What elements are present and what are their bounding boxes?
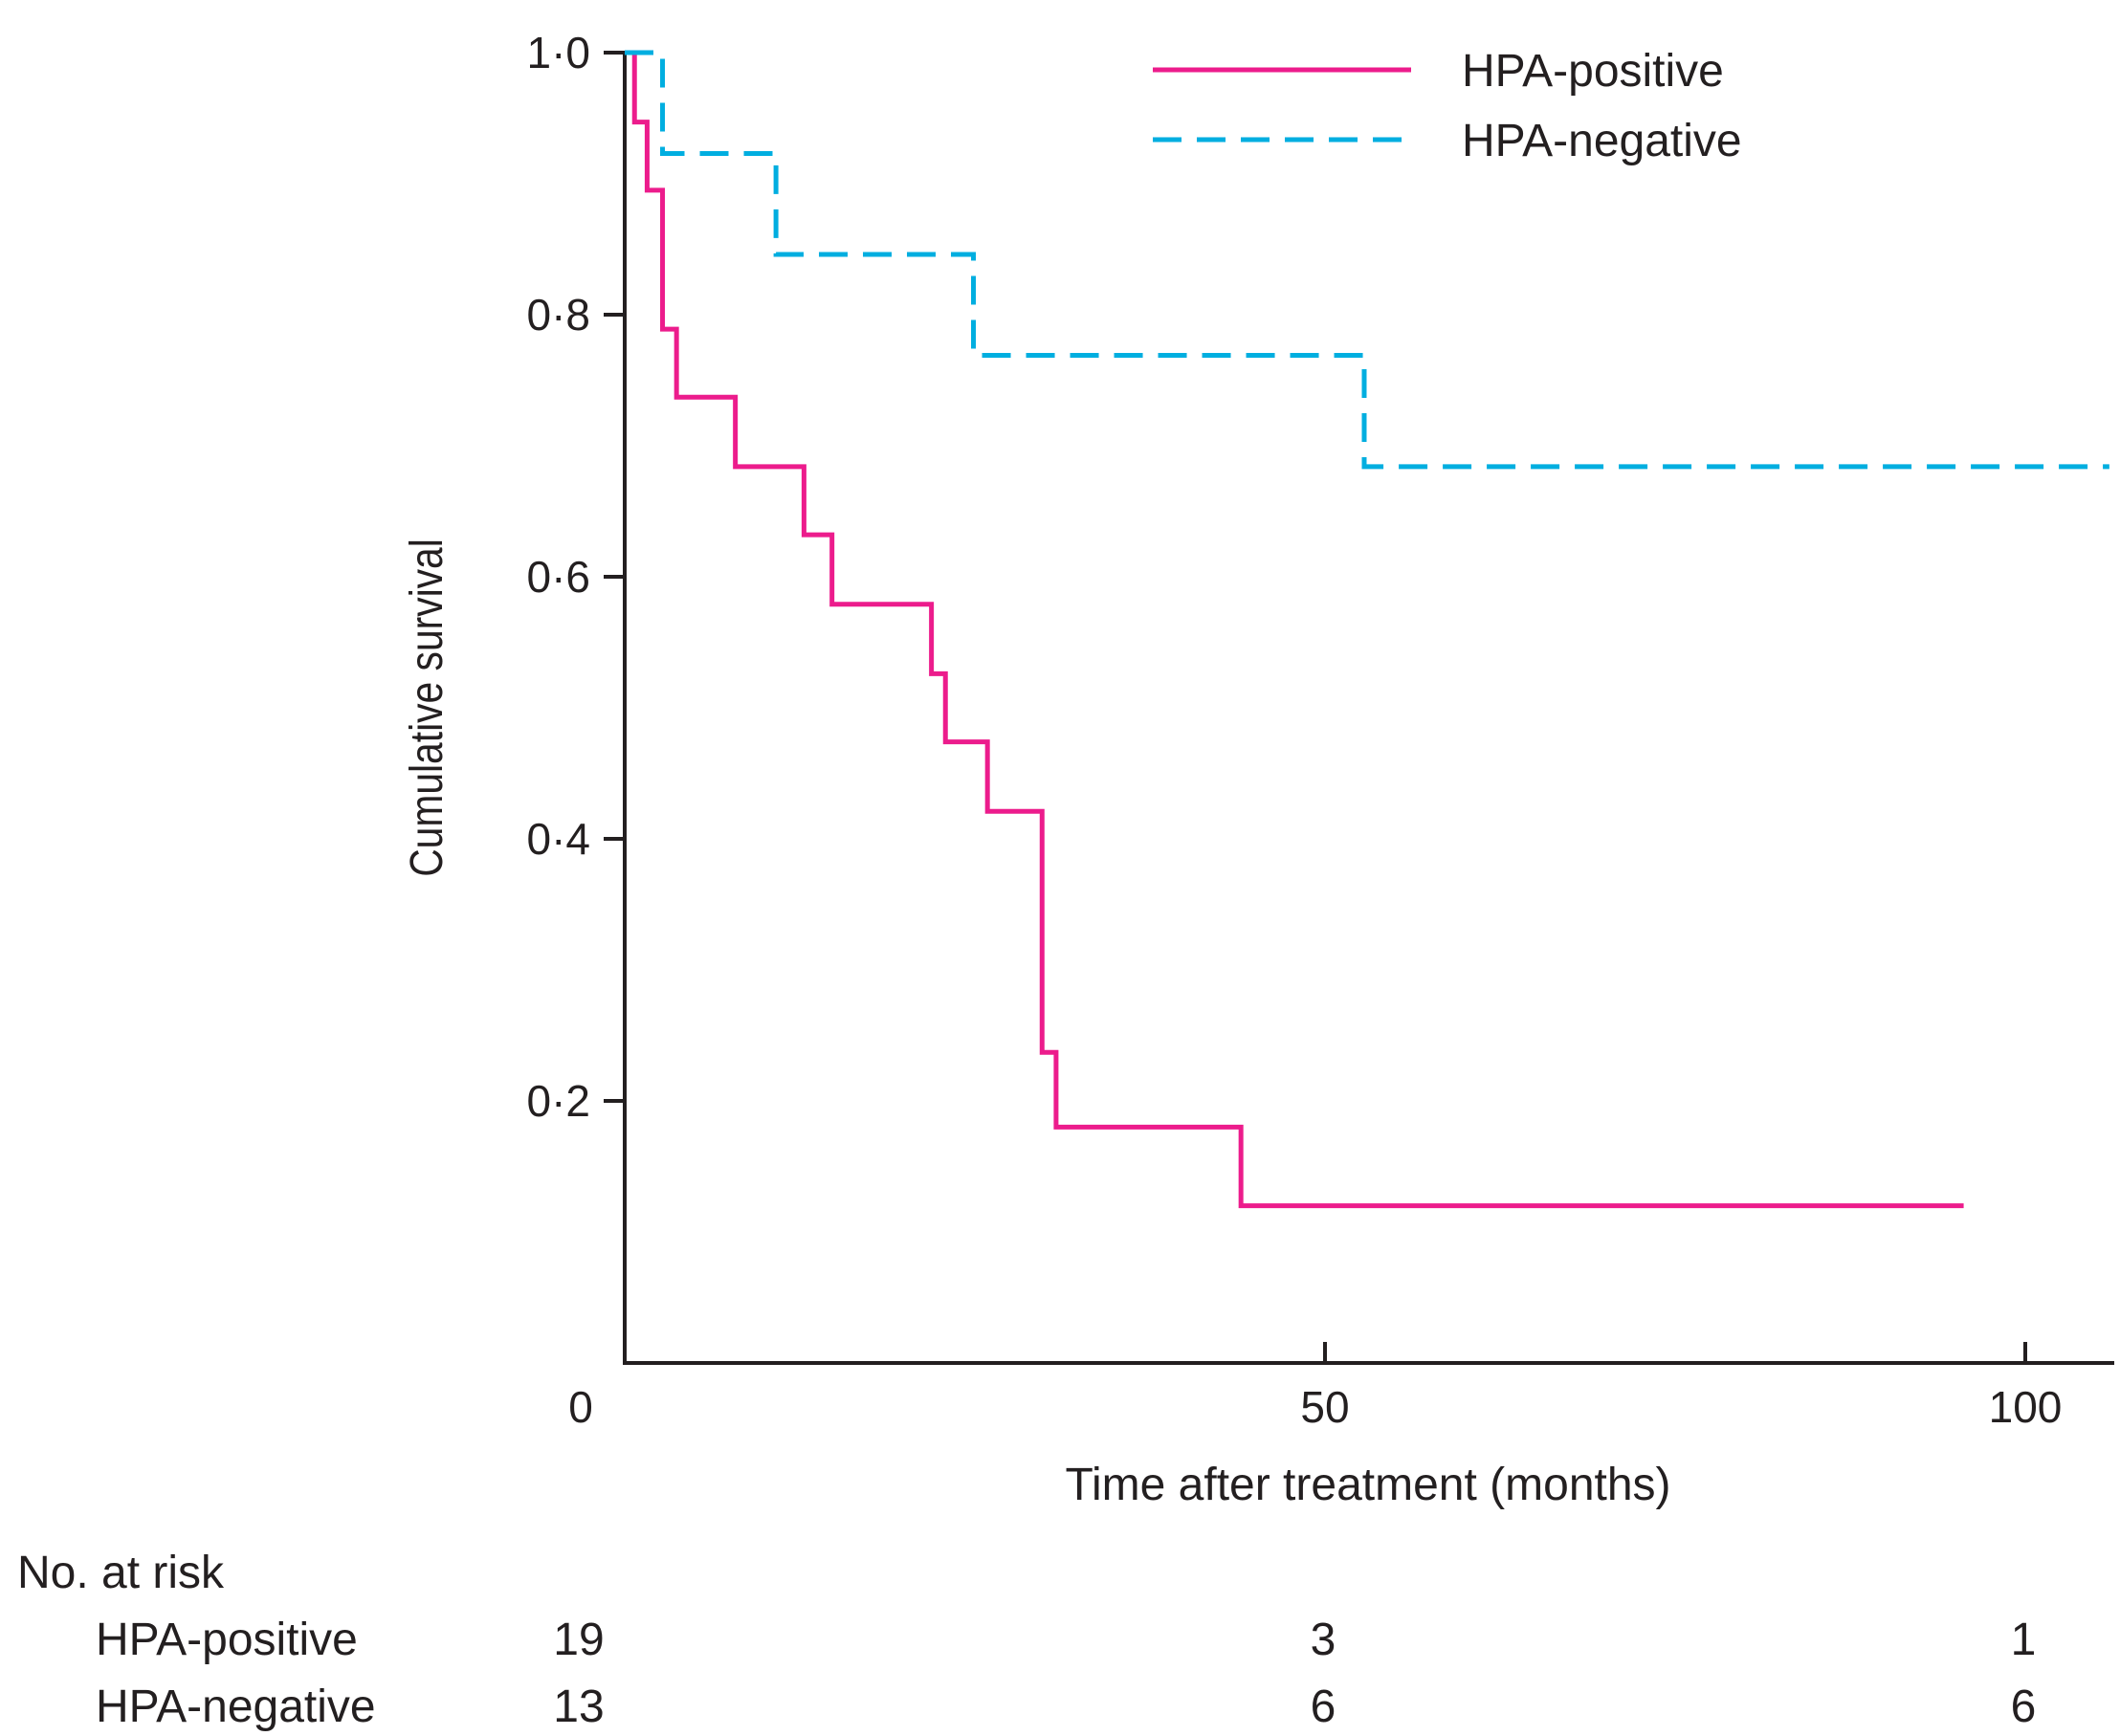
- risk-value-hpa-positive: 19: [553, 1615, 604, 1665]
- risk-table-title: No. at risk: [17, 1548, 225, 1598]
- risk-value-hpa-negative: 6: [2011, 1681, 2037, 1732]
- legend: HPA-positive HPA-negative: [1153, 46, 1742, 166]
- y-tick-label: 0·4: [527, 814, 590, 864]
- x-axis-title: Time after treatment (months): [1065, 1460, 1670, 1510]
- risk-row-label-hpa-positive: HPA-positive: [96, 1615, 358, 1665]
- y-axis-ticks: 0·2 0·4 0·6 0·8 1·0: [527, 28, 625, 1126]
- legend-label-hpa-negative: HPA-negative: [1462, 116, 1742, 166]
- y-tick-label: 0·8: [527, 290, 590, 340]
- x-tick-label: 0: [568, 1382, 593, 1432]
- risk-table: No. at risk HPA-positive HPA-negative 19…: [17, 1548, 2036, 1732]
- risk-row-label-hpa-negative: HPA-negative: [96, 1681, 376, 1732]
- y-tick-label: 0·6: [527, 552, 590, 602]
- risk-value-hpa-positive: 3: [1311, 1615, 1336, 1665]
- x-axis-ticks: 0 50 100: [568, 1342, 2062, 1432]
- axes: [623, 53, 2114, 1365]
- risk-value-hpa-negative: 13: [553, 1681, 604, 1732]
- y-axis-title: Cumulative survival: [402, 538, 453, 877]
- legend-label-hpa-positive: HPA-positive: [1462, 46, 1724, 97]
- series-line-hpa-negative: [625, 50, 2109, 470]
- y-tick-label: 1·0: [527, 28, 590, 77]
- risk-value-hpa-positive: 1: [2011, 1615, 2037, 1665]
- x-tick-label: 100: [1989, 1382, 2063, 1432]
- series-line-hpa-positive: [625, 50, 1964, 1209]
- x-tick-label: 50: [1300, 1382, 1349, 1432]
- risk-table-values: 19 3 1 13 6 6: [553, 1615, 2036, 1732]
- risk-value-hpa-negative: 6: [1311, 1681, 1336, 1732]
- survival-curves: [625, 50, 2109, 1209]
- y-tick-label: 0·2: [527, 1076, 590, 1126]
